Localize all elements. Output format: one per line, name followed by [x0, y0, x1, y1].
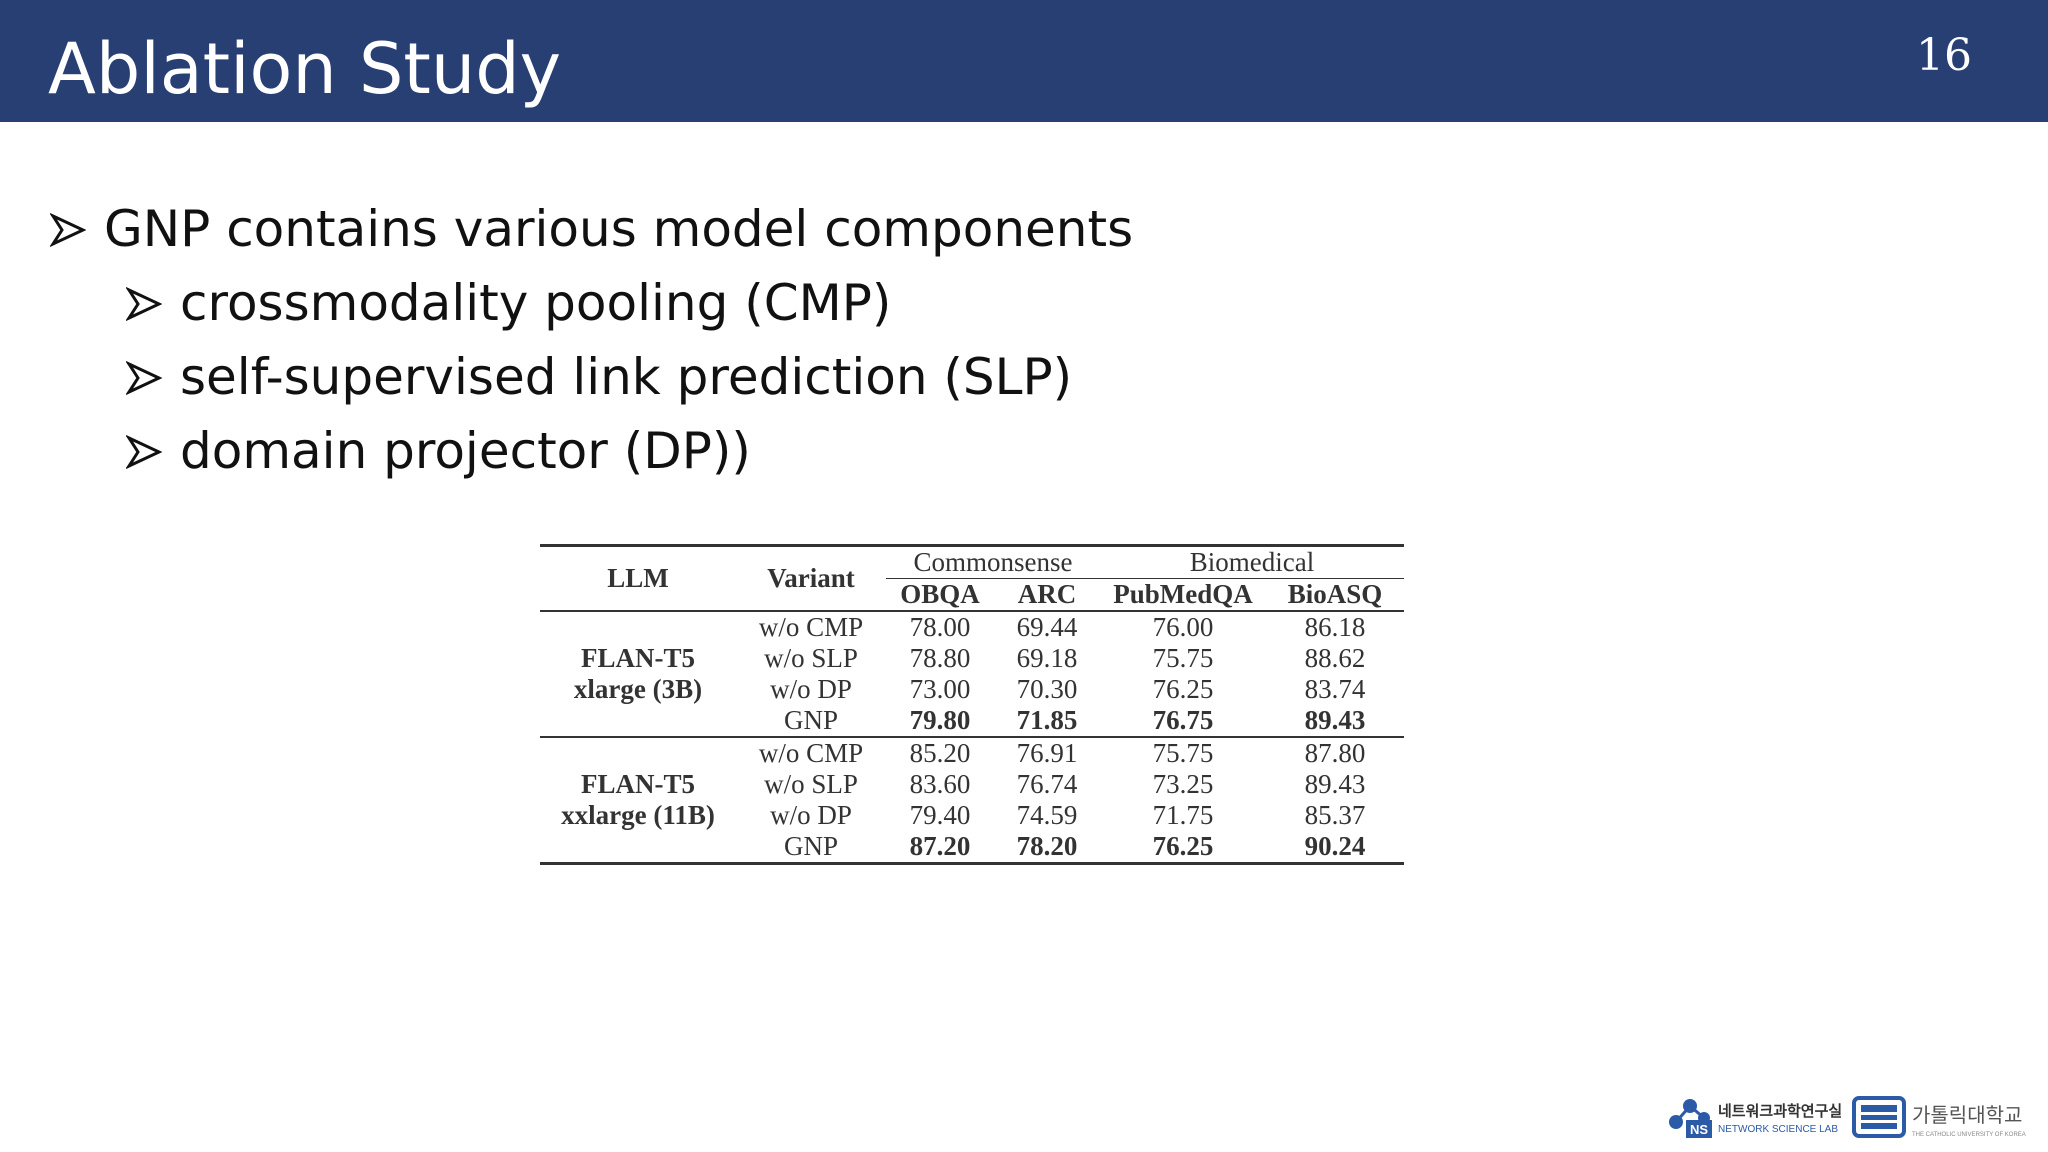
pubmedqa-cell: 73.25	[1152, 769, 1214, 799]
bioasq-cell: 86.18	[1304, 612, 1366, 642]
obqa-cell: 78.00	[909, 612, 971, 642]
variant-cell: GNP	[783, 831, 838, 861]
llm-size: xxlarge (11B)	[561, 800, 715, 830]
variant-cell: w/o DP	[770, 674, 852, 704]
table-row: FLAN-T5 xlarge (3B) w/o CMP 78.00 69.44 …	[540, 611, 1404, 704]
llm-name: FLAN-T5	[581, 769, 695, 799]
pubmedqa-cell: 75.75	[1152, 643, 1214, 673]
arrowhead-bullet-icon	[126, 434, 162, 470]
variant-cell: w/o SLP	[764, 643, 858, 673]
table-subheader-row: OBQA ARC PubMedQA BioASQ	[540, 579, 1404, 612]
header-group-commonsense: Commonsense	[886, 545, 1100, 579]
catholic-university-logo: 가톨릭대학교 THE CATHOLIC UNIVERSITY OF KOREA	[1852, 1096, 2026, 1138]
arrowhead-bullet-icon	[126, 286, 162, 322]
bioasq-cell: 90.24	[1304, 831, 1366, 861]
header-bioasq: BioASQ	[1287, 579, 1383, 609]
table-row: GNP 87.20 78.20 76.25 90.24	[540, 831, 1404, 864]
variant-cell: w/o CMP	[758, 738, 864, 768]
table-row: w/o DP 73.00 70.30 76.25 83.74	[540, 674, 1404, 705]
bioasq-cell: 83.74	[1304, 674, 1366, 704]
table-row: FLAN-T5 xxlarge (11B) w/o CMP 85.20 76.9…	[540, 737, 1404, 830]
table-row: w/o SLP 78.80 69.18 75.75 88.62	[540, 643, 1404, 674]
obqa-cell: 87.20	[909, 831, 971, 861]
pubmedqa-cell: 76.00	[1152, 612, 1214, 642]
bioasq-cell: 85.37	[1304, 800, 1366, 830]
variant-cell: w/o DP	[770, 800, 852, 830]
bioasq-cell: 89.43	[1304, 705, 1366, 735]
svg-text:NETWORK SCIENCE LAB: NETWORK SCIENCE LAB	[1718, 1124, 1838, 1135]
arc-cell: 69.18	[1016, 643, 1078, 673]
footer-logos: NS 네트워크과학연구실 NETWORK SCIENCE LAB 가톨릭대학교 …	[1666, 1092, 2036, 1142]
slide-header: Ablation Study 16	[0, 0, 2048, 122]
page-number: 16	[1916, 30, 1972, 81]
arc-cell: 69.44	[1016, 612, 1078, 642]
arc-cell: 70.30	[1016, 674, 1078, 704]
svg-text:NS: NS	[1690, 1122, 1708, 1137]
llm-name: FLAN-T5	[581, 643, 695, 673]
table-header-row: LLM Variant Commonsense Biomedical	[540, 545, 1404, 593]
obqa-cell: 79.40	[909, 800, 971, 830]
variant-cell: GNP	[783, 705, 838, 735]
bullet-text: self-supervised link prediction (SLP)	[180, 348, 1073, 406]
pubmedqa-cell: 76.25	[1152, 674, 1214, 704]
bullet-text: crossmodality pooling (CMP)	[180, 274, 892, 332]
svg-text:가톨릭대학교: 가톨릭대학교	[1912, 1103, 2022, 1127]
header-arc: ARC	[1017, 579, 1077, 609]
header-obqa: OBQA	[900, 579, 980, 609]
pubmedqa-cell: 76.75	[1152, 705, 1214, 735]
llm-cell: FLAN-T5 xxlarge (11B)	[540, 737, 736, 864]
header-llm: LLM	[607, 563, 669, 593]
header-group-biomedical: Biomedical	[1100, 545, 1404, 579]
pubmedqa-cell: 76.25	[1152, 831, 1214, 861]
llm-cell: FLAN-T5 xlarge (3B)	[540, 611, 736, 737]
obqa-cell: 78.80	[909, 643, 971, 673]
bioasq-cell: 89.43	[1304, 769, 1366, 799]
svg-text:THE CATHOLIC UNIVERSITY OF KOR: THE CATHOLIC UNIVERSITY OF KOREA	[1912, 1132, 2026, 1138]
bullet-text: domain projector (DP))	[180, 422, 751, 480]
arc-cell: 71.85	[1016, 705, 1078, 735]
bullet-list: GNP contains various model components cr…	[50, 192, 1133, 488]
table-row: w/o SLP 83.60 76.74 73.25 89.43	[540, 769, 1404, 800]
arc-cell: 76.74	[1016, 769, 1078, 799]
bioasq-cell: 87.80	[1304, 738, 1366, 768]
bioasq-cell: 88.62	[1304, 643, 1366, 673]
arrowhead-bullet-icon	[126, 360, 162, 396]
pubmedqa-cell: 71.75	[1152, 800, 1214, 830]
arc-cell: 74.59	[1016, 800, 1078, 830]
obqa-cell: 73.00	[909, 674, 971, 704]
obqa-cell: 79.80	[909, 705, 971, 735]
network-science-lab-logo: NS 네트워크과학연구실 NETWORK SCIENCE LAB	[1669, 1099, 1842, 1138]
arrowhead-bullet-icon	[50, 212, 86, 248]
header-pubmedqa: PubMedQA	[1113, 579, 1253, 609]
bullet-item: GNP contains various model components	[50, 192, 1133, 266]
arc-cell: 78.20	[1016, 831, 1078, 861]
llm-size: xlarge (3B)	[573, 674, 703, 704]
ablation-table: LLM Variant Commonsense Biomedical OBQA …	[540, 544, 1404, 865]
obqa-cell: 85.20	[909, 738, 971, 768]
variant-cell: w/o SLP	[764, 769, 858, 799]
table-row: GNP 79.80 71.85 76.75 89.43	[540, 705, 1404, 737]
obqa-cell: 83.60	[909, 769, 971, 799]
table-row: w/o DP 79.40 74.59 71.75 85.37	[540, 800, 1404, 831]
pubmedqa-cell: 75.75	[1152, 738, 1214, 768]
svg-text:네트워크과학연구실: 네트워크과학연구실	[1718, 1102, 1842, 1120]
ablation-table-figure: LLM Variant Commonsense Biomedical OBQA …	[540, 544, 1404, 918]
variant-cell: w/o CMP	[758, 612, 864, 642]
header-variant: Variant	[767, 563, 855, 593]
slide-title: Ablation Study	[48, 28, 562, 110]
arc-cell: 76.91	[1016, 738, 1078, 768]
bullet-text: GNP contains various model components	[104, 200, 1134, 258]
